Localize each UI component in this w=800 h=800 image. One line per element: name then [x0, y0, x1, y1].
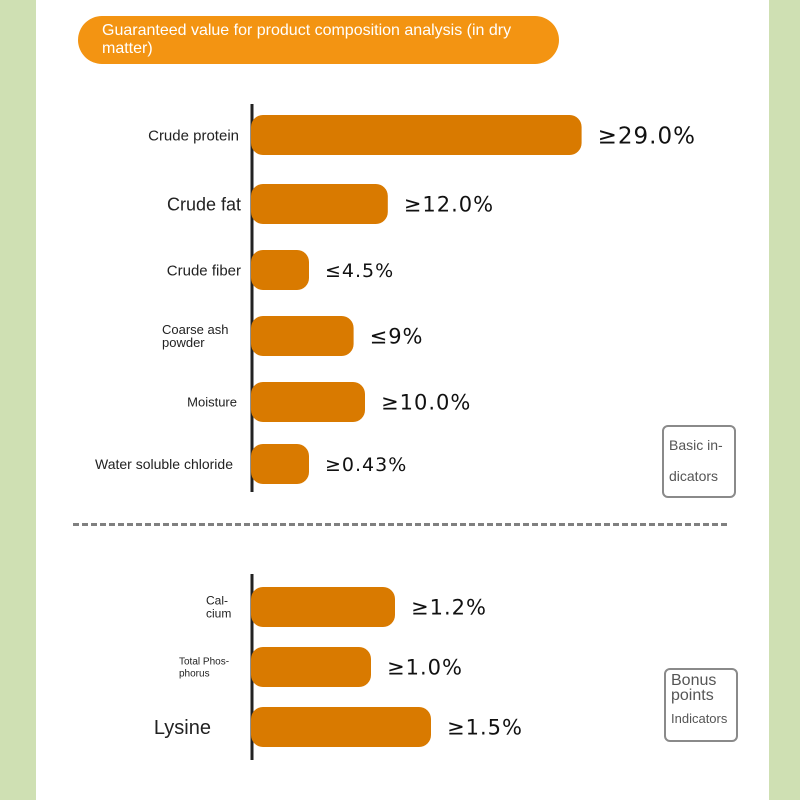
bar-0-2: [251, 250, 309, 290]
bar-1-1: [251, 647, 371, 687]
category-label-0-4: Moisture: [187, 395, 237, 410]
basic-badge-line2: dicators: [669, 468, 719, 484]
value-label-0-1: ≥12.0%: [404, 193, 494, 217]
bar-0-4: [251, 382, 365, 422]
chart-title: Guaranteed value for product composition…: [102, 22, 512, 57]
section-divider: [73, 523, 727, 526]
bar-0-1: [251, 184, 388, 224]
bonus-badge-line3: Indicators: [671, 711, 728, 726]
value-label-0-4: ≥10.0%: [381, 391, 471, 415]
category-label-0-0: Crude protein: [148, 127, 239, 144]
value-label-0-0: ≥29.0%: [598, 123, 696, 149]
value-label-0-5: ≥0.43%: [325, 454, 407, 476]
category-label-1-0: Cal-cium: [206, 594, 231, 621]
bar-0-0: [251, 115, 582, 155]
bar-0-3: [251, 316, 354, 356]
bonus-indicators-badge: Bonus points Indicators: [664, 668, 738, 742]
value-label-0-2: ≤4.5%: [325, 260, 394, 282]
bonus-badge-line2: points: [671, 687, 714, 704]
bar-1-0: [251, 587, 395, 627]
bonus-badge-line1: Bonus: [671, 672, 717, 689]
value-label-1-2: ≥1.5%: [447, 716, 523, 740]
bar-1-2: [251, 707, 431, 747]
category-label-0-5: Water soluble chloride: [95, 456, 233, 472]
category-label-1-2: Lysine: [154, 717, 211, 739]
bar-0-5: [251, 444, 309, 484]
category-label-0-2: Crude fiber: [167, 262, 241, 279]
value-label-1-0: ≥1.2%: [411, 596, 487, 620]
category-label-0-1: Crude fat: [167, 194, 241, 214]
category-label-0-3: Coarse ash powder: [162, 322, 228, 350]
value-label-1-1: ≥1.0%: [387, 656, 463, 680]
basic-badge-line1: Basic in-: [669, 437, 723, 453]
basic-indicators-badge: Basic in- dicators: [662, 425, 736, 498]
value-label-0-3: ≤9%: [370, 325, 424, 349]
category-label-1-1: Total Phos-phorus: [179, 657, 229, 680]
chart-title-banner: Guaranteed value for product composition…: [78, 16, 559, 64]
